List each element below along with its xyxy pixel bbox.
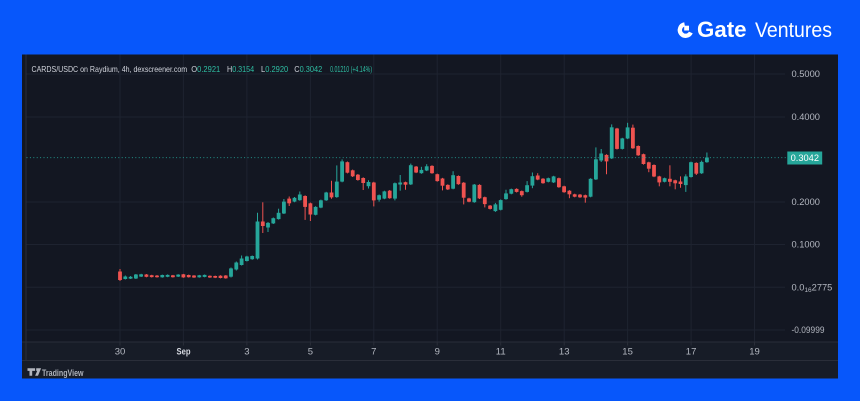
svg-text:Gate: Gate — [697, 17, 747, 42]
svg-text:19: 19 — [749, 347, 760, 358]
svg-text:15: 15 — [622, 347, 633, 358]
svg-text:C0.3042: C0.3042 — [294, 65, 322, 74]
svg-text:Ventures: Ventures — [755, 19, 832, 42]
svg-text:0.4000: 0.4000 — [792, 112, 820, 122]
svg-text:0.01210 (+4.14%): 0.01210 (+4.14%) — [330, 65, 372, 74]
svg-text:0.0162775: 0.0162775 — [792, 283, 833, 295]
svg-text:0.5000: 0.5000 — [792, 69, 820, 79]
svg-text:0.3042: 0.3042 — [791, 153, 819, 163]
svg-text:TradingView: TradingView — [42, 368, 84, 378]
svg-text:9: 9 — [435, 347, 440, 358]
svg-text:11: 11 — [496, 347, 506, 358]
svg-text:7: 7 — [371, 347, 376, 358]
svg-text:30: 30 — [115, 347, 126, 358]
svg-text:3: 3 — [244, 347, 249, 358]
svg-text:0.1000: 0.1000 — [792, 240, 820, 250]
svg-text:L0.2920: L0.2920 — [261, 65, 289, 74]
svg-text:17: 17 — [686, 347, 697, 358]
svg-text:CARDS/USDC on Raydium, 4h, dex: CARDS/USDC on Raydium, 4h, dexscreener.c… — [32, 64, 188, 74]
svg-text:0.2000: 0.2000 — [792, 197, 820, 207]
svg-text:-0.09999: -0.09999 — [792, 325, 825, 335]
svg-text:13: 13 — [559, 347, 570, 358]
svg-text:Sep: Sep — [177, 347, 191, 358]
svg-text:H0.3154: H0.3154 — [227, 65, 255, 74]
svg-text:O0.2921: O0.2921 — [191, 65, 220, 74]
svg-text:5: 5 — [308, 347, 313, 358]
